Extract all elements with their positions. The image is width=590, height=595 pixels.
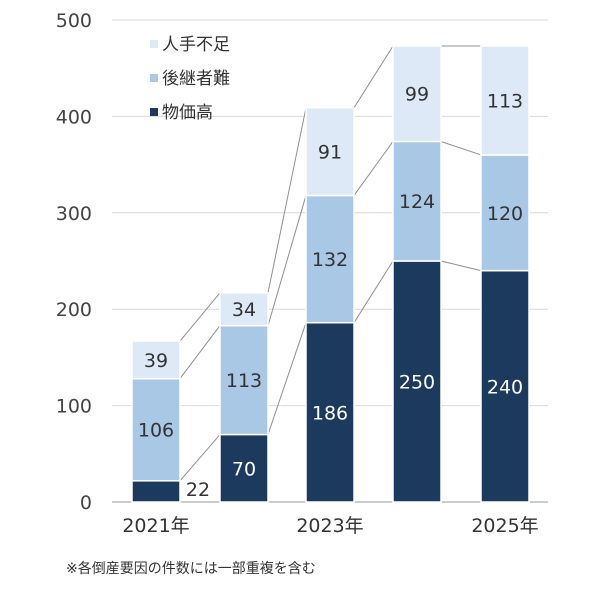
y-tick-label: 300 <box>56 203 92 225</box>
data-label: 124 <box>399 191 435 213</box>
data-label: 120 <box>487 203 523 225</box>
legend-swatch <box>150 74 158 82</box>
data-label: 132 <box>312 249 348 271</box>
y-tick-label: 100 <box>56 396 92 418</box>
connector-line <box>353 45 394 108</box>
connector-line <box>353 141 394 196</box>
data-label: 22 <box>186 479 210 501</box>
connector-line <box>179 325 221 379</box>
connector-line <box>179 292 221 342</box>
data-label: 113 <box>487 90 523 112</box>
data-label: 240 <box>487 376 523 398</box>
connector-line <box>267 195 307 326</box>
x-tick-label: 2021年 <box>122 515 189 537</box>
legend-label: 物価高 <box>162 103 213 123</box>
y-tick-label: 0 <box>80 492 92 514</box>
data-label: 186 <box>312 402 348 424</box>
data-label: 39 <box>144 350 168 372</box>
y-tick-label: 500 <box>56 10 92 32</box>
bar-segment <box>219 292 269 327</box>
legend-label: 人手不足 <box>162 35 230 55</box>
legend-label: 後継者難 <box>162 69 230 89</box>
connector-line <box>267 107 307 293</box>
data-label: 99 <box>405 84 429 106</box>
bars <box>131 45 530 503</box>
bar-segment <box>392 45 442 143</box>
x-tick-label: 2025年 <box>471 515 538 537</box>
data-label: 91 <box>318 142 342 164</box>
data-label: 113 <box>226 370 262 392</box>
bar-segment <box>480 45 530 156</box>
y-axis-ticks: 0 100 200 300 400 500 <box>56 10 92 514</box>
bar-segment <box>131 340 181 380</box>
bar-segment <box>131 480 181 503</box>
connector-line <box>440 140 482 156</box>
bar-segment <box>305 194 355 324</box>
data-label: 250 <box>399 372 435 394</box>
data-label: 34 <box>232 299 256 321</box>
bar-segment <box>305 321 355 503</box>
footnote: ※各倒産要因の件数には一部重複を含む <box>66 561 316 577</box>
bar-segment <box>392 140 442 262</box>
connector-lines <box>179 45 482 482</box>
connector-line <box>353 260 394 323</box>
legend-swatch <box>150 40 158 48</box>
connector-line <box>267 322 307 435</box>
connector-line <box>440 260 482 272</box>
x-axis-ticks: 2021年 2023年 2025年 <box>122 515 538 537</box>
legend-swatch <box>150 108 158 116</box>
data-labels: 22 106 39 70 113 34 186 132 91 250 124 99 240 120 113 <box>138 84 523 501</box>
data-label: 70 <box>232 458 256 480</box>
y-tick-label: 200 <box>56 299 92 321</box>
connector-line <box>179 434 221 482</box>
data-label: 106 <box>138 420 174 442</box>
bar-segment <box>305 106 355 197</box>
bar-segment <box>392 260 442 503</box>
y-tick-label: 400 <box>56 106 92 128</box>
x-tick-label: 2023年 <box>296 515 363 537</box>
